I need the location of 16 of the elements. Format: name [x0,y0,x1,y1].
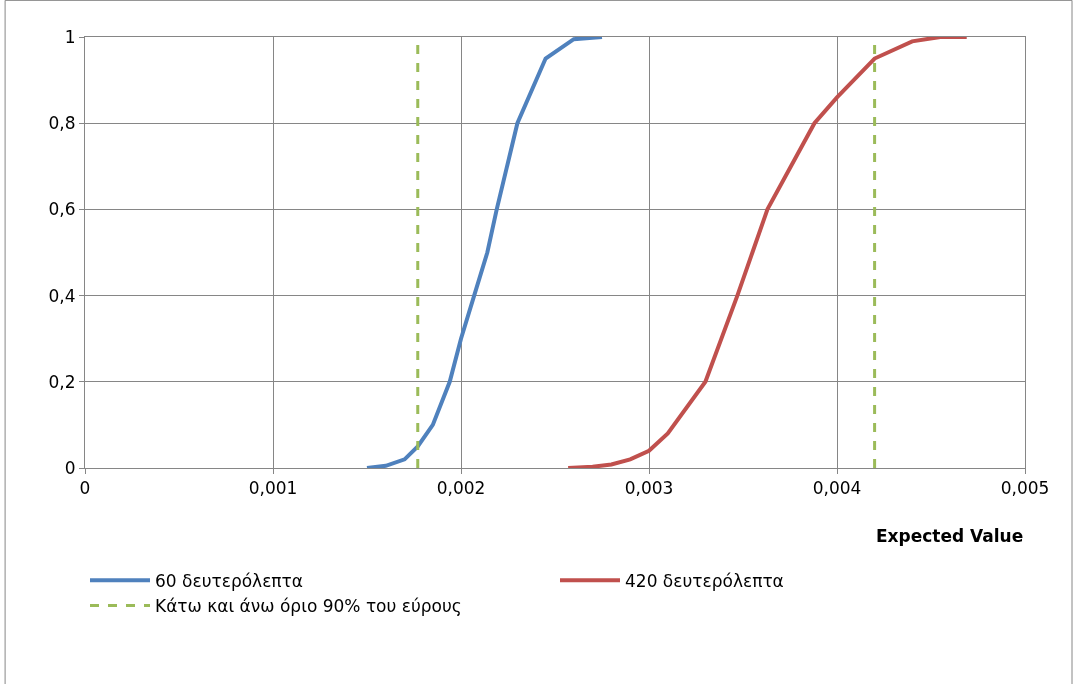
y-tick-label: 0 [64,457,76,478]
x-tick-label: 0,005 [1000,478,1050,499]
x-tick-label: 0,002 [436,478,486,499]
legend-label: Κάτω και άνω όριο 90% του εύρους [155,596,462,617]
x-tick-label: 0,003 [624,478,674,499]
y-tick-label: 0,6 [48,199,76,220]
y-tick-label: 1 [64,26,76,47]
y-tick-label: 0,8 [48,113,76,134]
x-tick-label: 0,004 [812,478,862,499]
x-tick-label: 0 [79,478,91,499]
legend-label: 420 δευτερόλεπτα [625,571,784,591]
x-tick-label: 0,001 [248,478,298,499]
x-axis-title: Expected Value [876,526,1024,546]
y-tick-label: 0,4 [48,285,76,306]
legend-label: 60 δευτερόλεπτα [155,571,304,591]
y-tick-label: 0,2 [48,371,76,392]
